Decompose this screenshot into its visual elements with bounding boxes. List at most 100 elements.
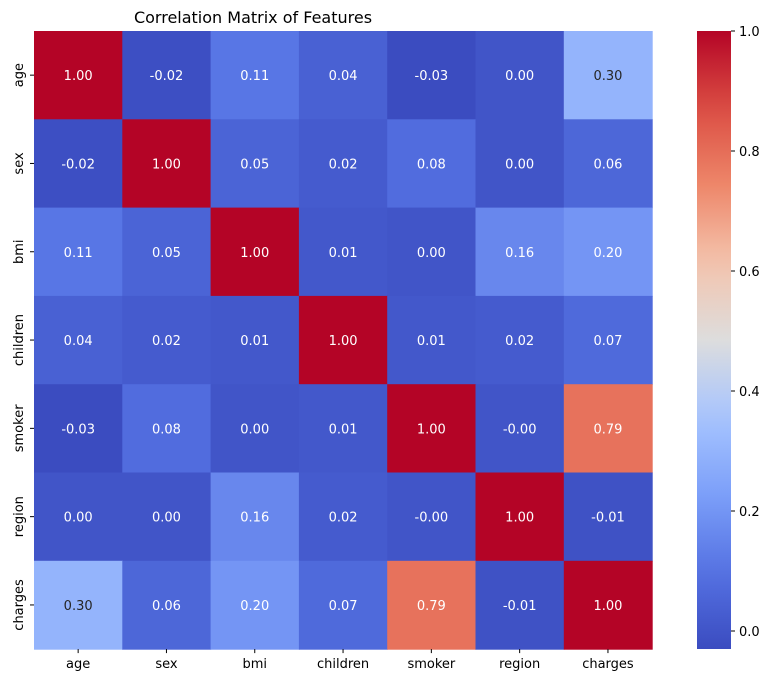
cell-value-label: 0.02 [329,157,358,172]
colorbar-tick-label: 0.8 [739,145,760,160]
heatmap-cell [34,384,123,474]
cell-value-label: 1.00 [593,599,622,614]
cell-value-label: 0.00 [505,69,534,84]
heatmap-cell [387,119,477,209]
heatmap-cell [298,207,388,297]
heatmap-cell [563,31,653,120]
heatmap-cell [475,31,565,120]
cell-value-label: 0.20 [593,246,622,261]
heatmap-cell [475,472,565,562]
heatmap-cell [387,384,477,474]
y-axis: age sex bmi children smoker region charges [12,63,34,631]
heatmap-cell [122,560,212,650]
colorbar-tick-label: 1.0 [739,25,760,40]
chart-title: Correlation Matrix of Features [134,8,372,27]
y-tick-label: age [12,63,27,87]
cell-value-label: -0.03 [415,69,449,84]
heatmap-cell [298,119,388,209]
cell-value-label: 0.08 [417,157,446,172]
x-tick-label: region [499,657,540,672]
heatmap-cell [122,119,212,209]
colorbar-tick-label: 0.2 [739,505,760,520]
heatmap-cell [34,295,123,385]
cell-value-label: -0.02 [61,157,95,172]
cell-value-label: 1.00 [64,69,93,84]
heatmap-cell [122,472,212,562]
cell-value-label: 0.30 [593,69,622,84]
heatmap-cell [298,472,388,562]
cell-value-label: 0.02 [152,334,181,349]
heatmap-cell [563,119,653,209]
heatmap-cell [563,384,653,474]
cell-value-label: 0.00 [64,511,93,526]
x-tick-label: children [317,657,369,672]
heatmap-cell [475,384,565,474]
colorbar-tick-label: 0.0 [739,625,760,640]
cell-value-label: 0.06 [593,157,622,172]
heatmap-cell [34,31,123,120]
cell-value-label: 1.00 [417,422,446,437]
cell-value-label: 0.01 [329,422,358,437]
cell-value-label: -0.03 [61,422,95,437]
x-axis: age sex bmi children smoker region charges [66,649,634,672]
heatmap-cell [563,207,653,297]
heatmap-cells [34,31,653,650]
x-tick-label: bmi [242,657,267,672]
heatmap-cell [563,295,653,385]
cell-value-label: -0.02 [150,69,184,84]
heatmap-cell [387,560,477,650]
y-tick-label: region [12,496,27,537]
y-tick-label: smoker [12,404,27,452]
heatmap-cell [298,31,388,120]
heatmap-cell [298,384,388,474]
cell-value-label: 1.00 [329,334,358,349]
cell-value-label: 0.11 [240,69,269,84]
cell-value-label: 0.04 [64,334,93,349]
x-tick-label: sex [155,657,178,672]
heatmap-cell [122,295,212,385]
heatmap-cell [34,207,123,297]
cell-value-label: 0.00 [152,511,181,526]
cell-value-label: 0.02 [505,334,534,349]
heatmap-cell [122,31,212,120]
heatmap-cell [210,384,300,474]
heatmap-cell [387,31,477,120]
cell-value-label: 0.79 [593,422,622,437]
cell-value-label: 0.01 [329,246,358,261]
cell-value-label: 0.07 [593,334,622,349]
heatmap-cell [387,472,477,562]
cell-value-label: 1.00 [505,511,534,526]
heatmap-cell [210,295,300,385]
cell-value-label: 0.11 [64,246,93,261]
cell-value-label: 0.01 [240,334,269,349]
cell-value-label: 0.05 [152,246,181,261]
heatmap-cell [298,295,388,385]
cell-value-label: 0.00 [417,246,446,261]
heatmap-cell [475,560,565,650]
heatmap-cell [122,384,212,474]
cell-value-label: 0.16 [240,511,269,526]
heatmap-cell [563,472,653,562]
cell-value-label: 0.20 [240,599,269,614]
cell-value-label: 0.05 [240,157,269,172]
cell-value-label: -0.01 [591,511,625,526]
heatmap-cell [387,207,477,297]
cell-value-label: 0.08 [152,422,181,437]
x-tick-label: age [66,657,90,672]
colorbar-tick-label: 0.6 [739,265,760,280]
heatmap-cell [210,207,300,297]
heatmap-cell [563,560,653,650]
heatmap-cell [475,119,565,209]
cell-value-label: 0.00 [240,422,269,437]
cell-value-label: 0.04 [329,69,358,84]
cell-value-label: 0.00 [505,157,534,172]
heatmap-cell [298,560,388,650]
cell-value-label: 1.00 [240,246,269,261]
heatmap-cell [475,207,565,297]
colorbar-gradient [697,31,731,649]
cell-value-label: 0.07 [329,599,358,614]
cell-value-label: 0.30 [64,599,93,614]
heatmap-cell [210,119,300,209]
